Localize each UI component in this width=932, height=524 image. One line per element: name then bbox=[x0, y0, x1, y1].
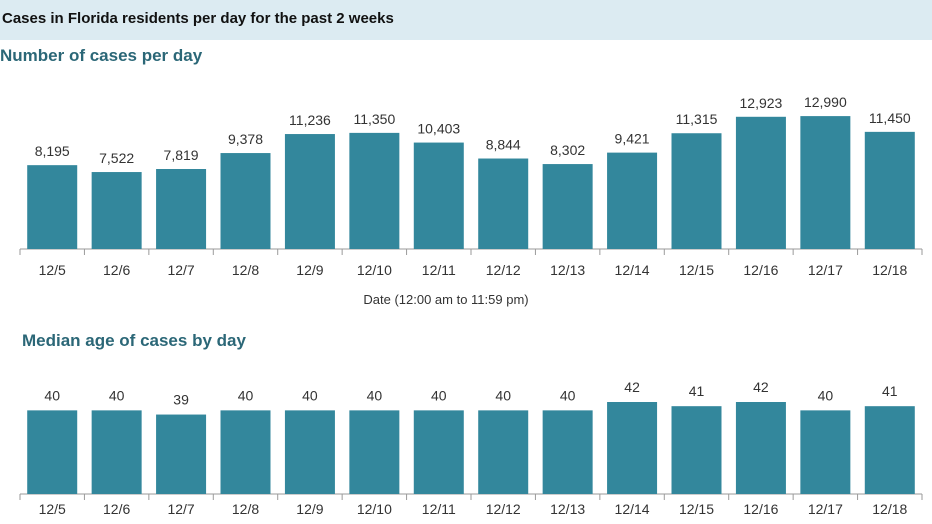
x-tick-label: 12/6 bbox=[103, 501, 130, 517]
data-label: 41 bbox=[882, 383, 898, 399]
bar bbox=[220, 153, 271, 249]
bar bbox=[542, 164, 593, 249]
data-label: 42 bbox=[753, 379, 769, 395]
bar bbox=[864, 131, 915, 249]
x-tick-label: 12/7 bbox=[167, 501, 194, 517]
x-tick-label: 12/12 bbox=[486, 501, 521, 517]
x-tick-label: 12/7 bbox=[167, 262, 194, 278]
x-tick-label: 12/8 bbox=[232, 501, 259, 517]
data-label: 40 bbox=[302, 387, 318, 403]
x-tick-label: 12/13 bbox=[550, 501, 585, 517]
bar bbox=[284, 134, 335, 249]
bar bbox=[27, 410, 78, 494]
data-label: 39 bbox=[173, 392, 189, 408]
header-bar: Cases in Florida residents per day for t… bbox=[0, 0, 932, 40]
x-tick-label: 12/18 bbox=[872, 501, 907, 517]
bar bbox=[478, 410, 529, 494]
bar bbox=[349, 132, 400, 249]
data-label: 41 bbox=[689, 383, 705, 399]
data-label: 10,403 bbox=[417, 121, 460, 137]
x-tick-label: 12/11 bbox=[422, 262, 456, 278]
data-label: 42 bbox=[624, 379, 640, 395]
data-label: 8,302 bbox=[550, 142, 585, 158]
cases-chart-title: Number of cases per day bbox=[0, 46, 203, 65]
x-tick-label: 12/17 bbox=[808, 262, 843, 278]
x-tick-label: 12/11 bbox=[422, 501, 456, 517]
data-label: 40 bbox=[818, 387, 834, 403]
data-label: 40 bbox=[44, 387, 60, 403]
x-tick-label: 12/12 bbox=[486, 262, 521, 278]
bar bbox=[220, 410, 271, 494]
bar bbox=[671, 133, 722, 249]
x-tick-label: 12/6 bbox=[103, 262, 130, 278]
bar bbox=[413, 410, 464, 494]
x-tick-label: 12/8 bbox=[232, 262, 259, 278]
x-tick-label: 12/10 bbox=[357, 501, 392, 517]
x-tick-label: 12/5 bbox=[39, 262, 66, 278]
x-tick-label: 12/16 bbox=[743, 262, 778, 278]
data-label: 9,421 bbox=[615, 131, 650, 147]
bar bbox=[800, 116, 851, 249]
data-label: 40 bbox=[560, 387, 576, 403]
bar bbox=[91, 410, 142, 494]
x-tick-label: 12/15 bbox=[679, 501, 714, 517]
bar bbox=[607, 152, 658, 249]
bar bbox=[27, 165, 78, 249]
bar bbox=[91, 172, 142, 249]
median-age-chart-title: Median age of cases by day bbox=[22, 331, 246, 350]
bar bbox=[156, 169, 207, 249]
bar bbox=[349, 410, 400, 494]
data-label: 11,450 bbox=[869, 110, 911, 126]
x-tick-label: 12/9 bbox=[296, 262, 323, 278]
data-label: 8,844 bbox=[486, 137, 521, 153]
bar bbox=[478, 158, 529, 249]
data-label: 7,819 bbox=[164, 147, 199, 163]
data-label: 40 bbox=[495, 387, 511, 403]
x-tick-label: 12/17 bbox=[808, 501, 843, 517]
data-label: 11,350 bbox=[353, 111, 395, 127]
data-label: 40 bbox=[367, 387, 383, 403]
x-axis-title: Date (12:00 am to 11:59 pm) bbox=[363, 292, 528, 307]
x-tick-label: 12/9 bbox=[296, 501, 323, 517]
data-label: 11,315 bbox=[676, 111, 718, 127]
data-label: 7,522 bbox=[99, 150, 134, 166]
data-label: 9,378 bbox=[228, 131, 263, 147]
data-label: 40 bbox=[431, 387, 447, 403]
bar bbox=[735, 402, 786, 494]
bar bbox=[413, 142, 464, 249]
bar bbox=[671, 406, 722, 494]
data-label: 8,195 bbox=[35, 143, 70, 159]
data-label: 40 bbox=[238, 387, 254, 403]
x-tick-label: 12/13 bbox=[550, 262, 585, 278]
bar bbox=[542, 410, 593, 494]
x-tick-label: 12/14 bbox=[615, 262, 650, 278]
x-tick-label: 12/16 bbox=[743, 501, 778, 517]
data-label: 40 bbox=[109, 387, 125, 403]
x-tick-label: 12/15 bbox=[679, 262, 714, 278]
bar bbox=[800, 410, 851, 494]
bar bbox=[284, 410, 335, 494]
page-title: Cases in Florida residents per day for t… bbox=[2, 10, 394, 27]
x-tick-label: 12/5 bbox=[39, 501, 66, 517]
x-tick-label: 12/10 bbox=[357, 262, 392, 278]
bar bbox=[607, 402, 658, 494]
bar bbox=[864, 406, 915, 494]
data-label: 12,990 bbox=[804, 94, 847, 110]
x-tick-label: 12/14 bbox=[615, 501, 650, 517]
bar bbox=[156, 414, 207, 494]
data-label: 11,236 bbox=[289, 112, 331, 128]
data-label: 12,923 bbox=[740, 95, 783, 111]
x-tick-label: 12/18 bbox=[872, 262, 907, 278]
bar bbox=[735, 116, 786, 249]
